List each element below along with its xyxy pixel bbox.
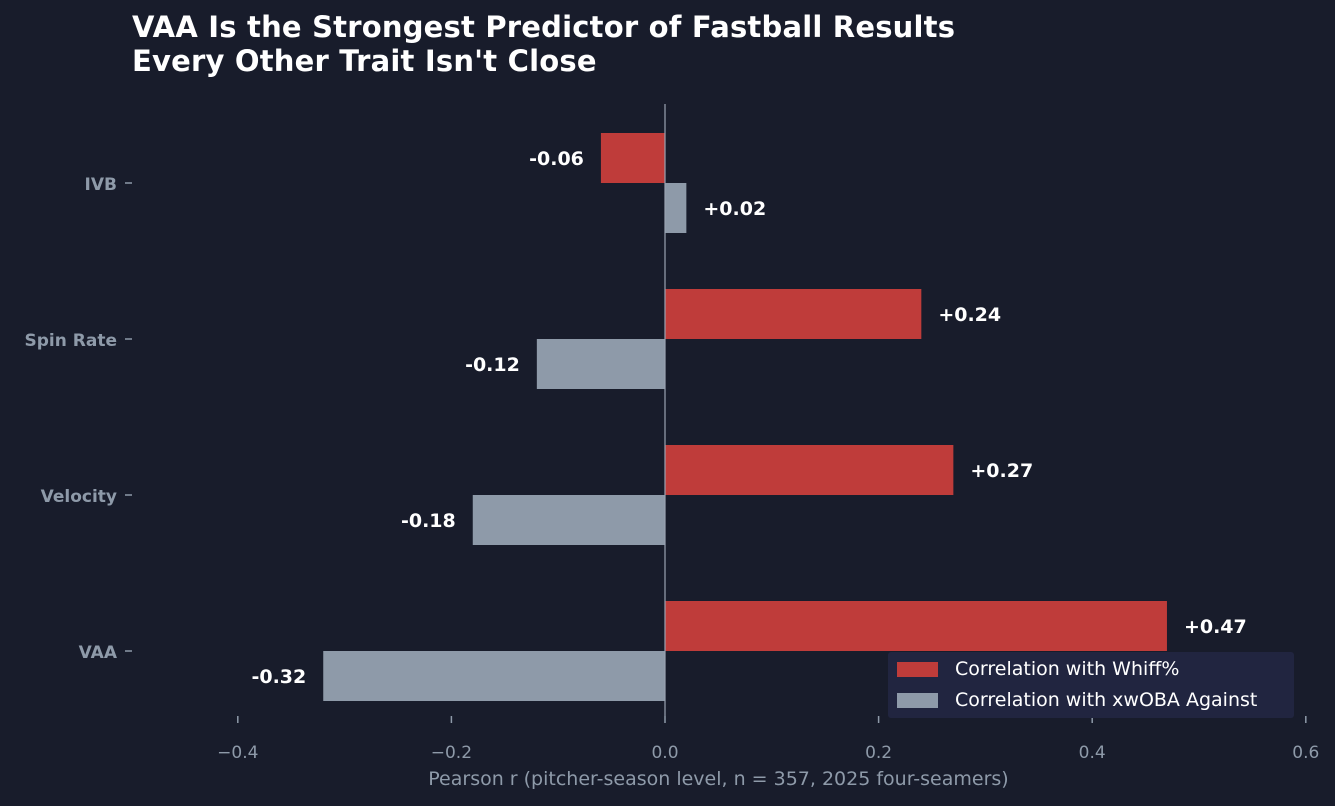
chart-title-line-2: Every Other Trait Isn't Close bbox=[132, 44, 597, 78]
x-tick-label: 0.2 bbox=[865, 743, 892, 763]
value-label: +0.24 bbox=[938, 304, 1001, 326]
bar-whiff-spin-rate bbox=[665, 289, 922, 339]
chart-title-line-1: VAA Is the Strongest Predictor of Fastba… bbox=[132, 10, 956, 44]
value-label: +0.47 bbox=[1184, 616, 1247, 638]
x-tick-label: 0.4 bbox=[1079, 743, 1106, 763]
y-tick-label: Spin Rate bbox=[25, 331, 117, 351]
x-tick-label: 0.0 bbox=[651, 743, 678, 763]
bar-whiff-vaa bbox=[665, 601, 1167, 651]
legend-item-whiff: Correlation with Whiff% bbox=[897, 657, 1179, 681]
chart-legend: Correlation with Whiff% Correlation with… bbox=[888, 652, 1294, 718]
bar-xwoba-vaa bbox=[323, 651, 665, 701]
value-label: +0.27 bbox=[970, 460, 1033, 482]
bar-xwoba-ivb bbox=[665, 183, 687, 233]
bar-xwoba-velocity bbox=[472, 495, 665, 545]
legend-label-whiff: Correlation with Whiff% bbox=[955, 658, 1180, 680]
legend-swatch-xwoba bbox=[897, 692, 938, 708]
y-tick-label: Velocity bbox=[41, 487, 117, 507]
bar-whiff-ivb bbox=[600, 133, 665, 183]
x-axis-label: Pearson r (pitcher-season level, n = 357… bbox=[0, 768, 1335, 790]
value-label: -0.32 bbox=[251, 666, 306, 688]
value-label: +0.02 bbox=[703, 198, 766, 220]
legend-item-xwoba: Correlation with xwOBA Against bbox=[897, 688, 1257, 712]
legend-swatch-whiff bbox=[897, 661, 938, 677]
chart-title: VAA Is the Strongest Predictor of Fastba… bbox=[132, 10, 955, 78]
x-tick-label: −0.2 bbox=[431, 743, 472, 763]
value-label: -0.12 bbox=[465, 354, 520, 376]
x-tick-label: −0.4 bbox=[217, 743, 258, 763]
x-tick-label: 0.6 bbox=[1292, 743, 1319, 763]
x-axis-label-text: Pearson r (pitcher-season level, n = 357… bbox=[428, 768, 1009, 790]
legend-label-xwoba: Correlation with xwOBA Against bbox=[955, 689, 1258, 711]
value-label: -0.06 bbox=[529, 148, 584, 170]
y-tick-label: VAA bbox=[79, 643, 118, 663]
value-label: -0.18 bbox=[401, 510, 456, 532]
bar-xwoba-spin-rate bbox=[536, 339, 665, 389]
y-tick-label: IVB bbox=[85, 175, 117, 195]
bar-whiff-velocity bbox=[665, 445, 954, 495]
